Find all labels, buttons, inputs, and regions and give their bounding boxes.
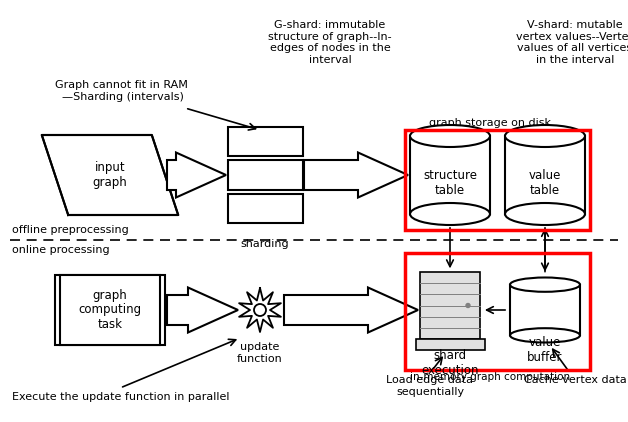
Text: Execute the update function in parallel: Execute the update function in parallel (12, 392, 229, 402)
Bar (405, 130, 590, 230)
Bar (227, 194, 303, 223)
Text: Graph cannot fit in RAM
  —Sharding (intervals): Graph cannot fit in RAM —Sharding (inter… (55, 80, 188, 102)
Ellipse shape (510, 278, 580, 292)
Polygon shape (167, 152, 226, 197)
Text: online processing: online processing (12, 245, 110, 255)
Polygon shape (304, 152, 408, 197)
Bar (227, 127, 303, 156)
Bar (55, 275, 165, 345)
Ellipse shape (505, 203, 585, 225)
Bar (416, 339, 484, 349)
Text: shard
execution: shard execution (421, 349, 479, 377)
Bar (420, 272, 480, 339)
Text: graph
computing
task: graph computing task (78, 289, 141, 332)
Text: graph storage on disk: graph storage on disk (429, 118, 551, 128)
Ellipse shape (510, 328, 580, 343)
Polygon shape (42, 135, 178, 215)
Text: V-shard: mutable
vertex values--Vertex
values of all vertices
in the interval: V-shard: mutable vertex values--Vertex v… (516, 20, 628, 65)
Circle shape (254, 304, 266, 316)
Text: value
table: value table (529, 169, 561, 197)
Ellipse shape (410, 203, 490, 225)
Bar (410, 136, 490, 214)
Polygon shape (284, 287, 418, 333)
Text: in-memory graph computation: in-memory graph computation (410, 372, 570, 382)
Bar (510, 285, 580, 335)
Text: Load edge data
sequentially: Load edge data sequentially (386, 375, 474, 397)
Text: offline preprocessing: offline preprocessing (12, 225, 129, 235)
Bar (405, 253, 590, 370)
Text: update
function: update function (237, 342, 283, 364)
Bar (505, 136, 585, 214)
Bar (227, 160, 303, 189)
Text: input
graph: input graph (92, 161, 127, 189)
Ellipse shape (410, 125, 490, 147)
Text: Cache vertex data: Cache vertex data (524, 375, 626, 385)
Polygon shape (167, 287, 238, 333)
Circle shape (466, 303, 470, 308)
Ellipse shape (505, 125, 585, 147)
Text: sharding: sharding (241, 239, 290, 249)
Text: G-shard: immutable
structure of graph--In-
edges of nodes in the
interval: G-shard: immutable structure of graph--I… (268, 20, 392, 65)
Text: structure
table: structure table (423, 169, 477, 197)
Text: value
buffer: value buffer (528, 336, 563, 364)
Bar (60, 275, 160, 345)
